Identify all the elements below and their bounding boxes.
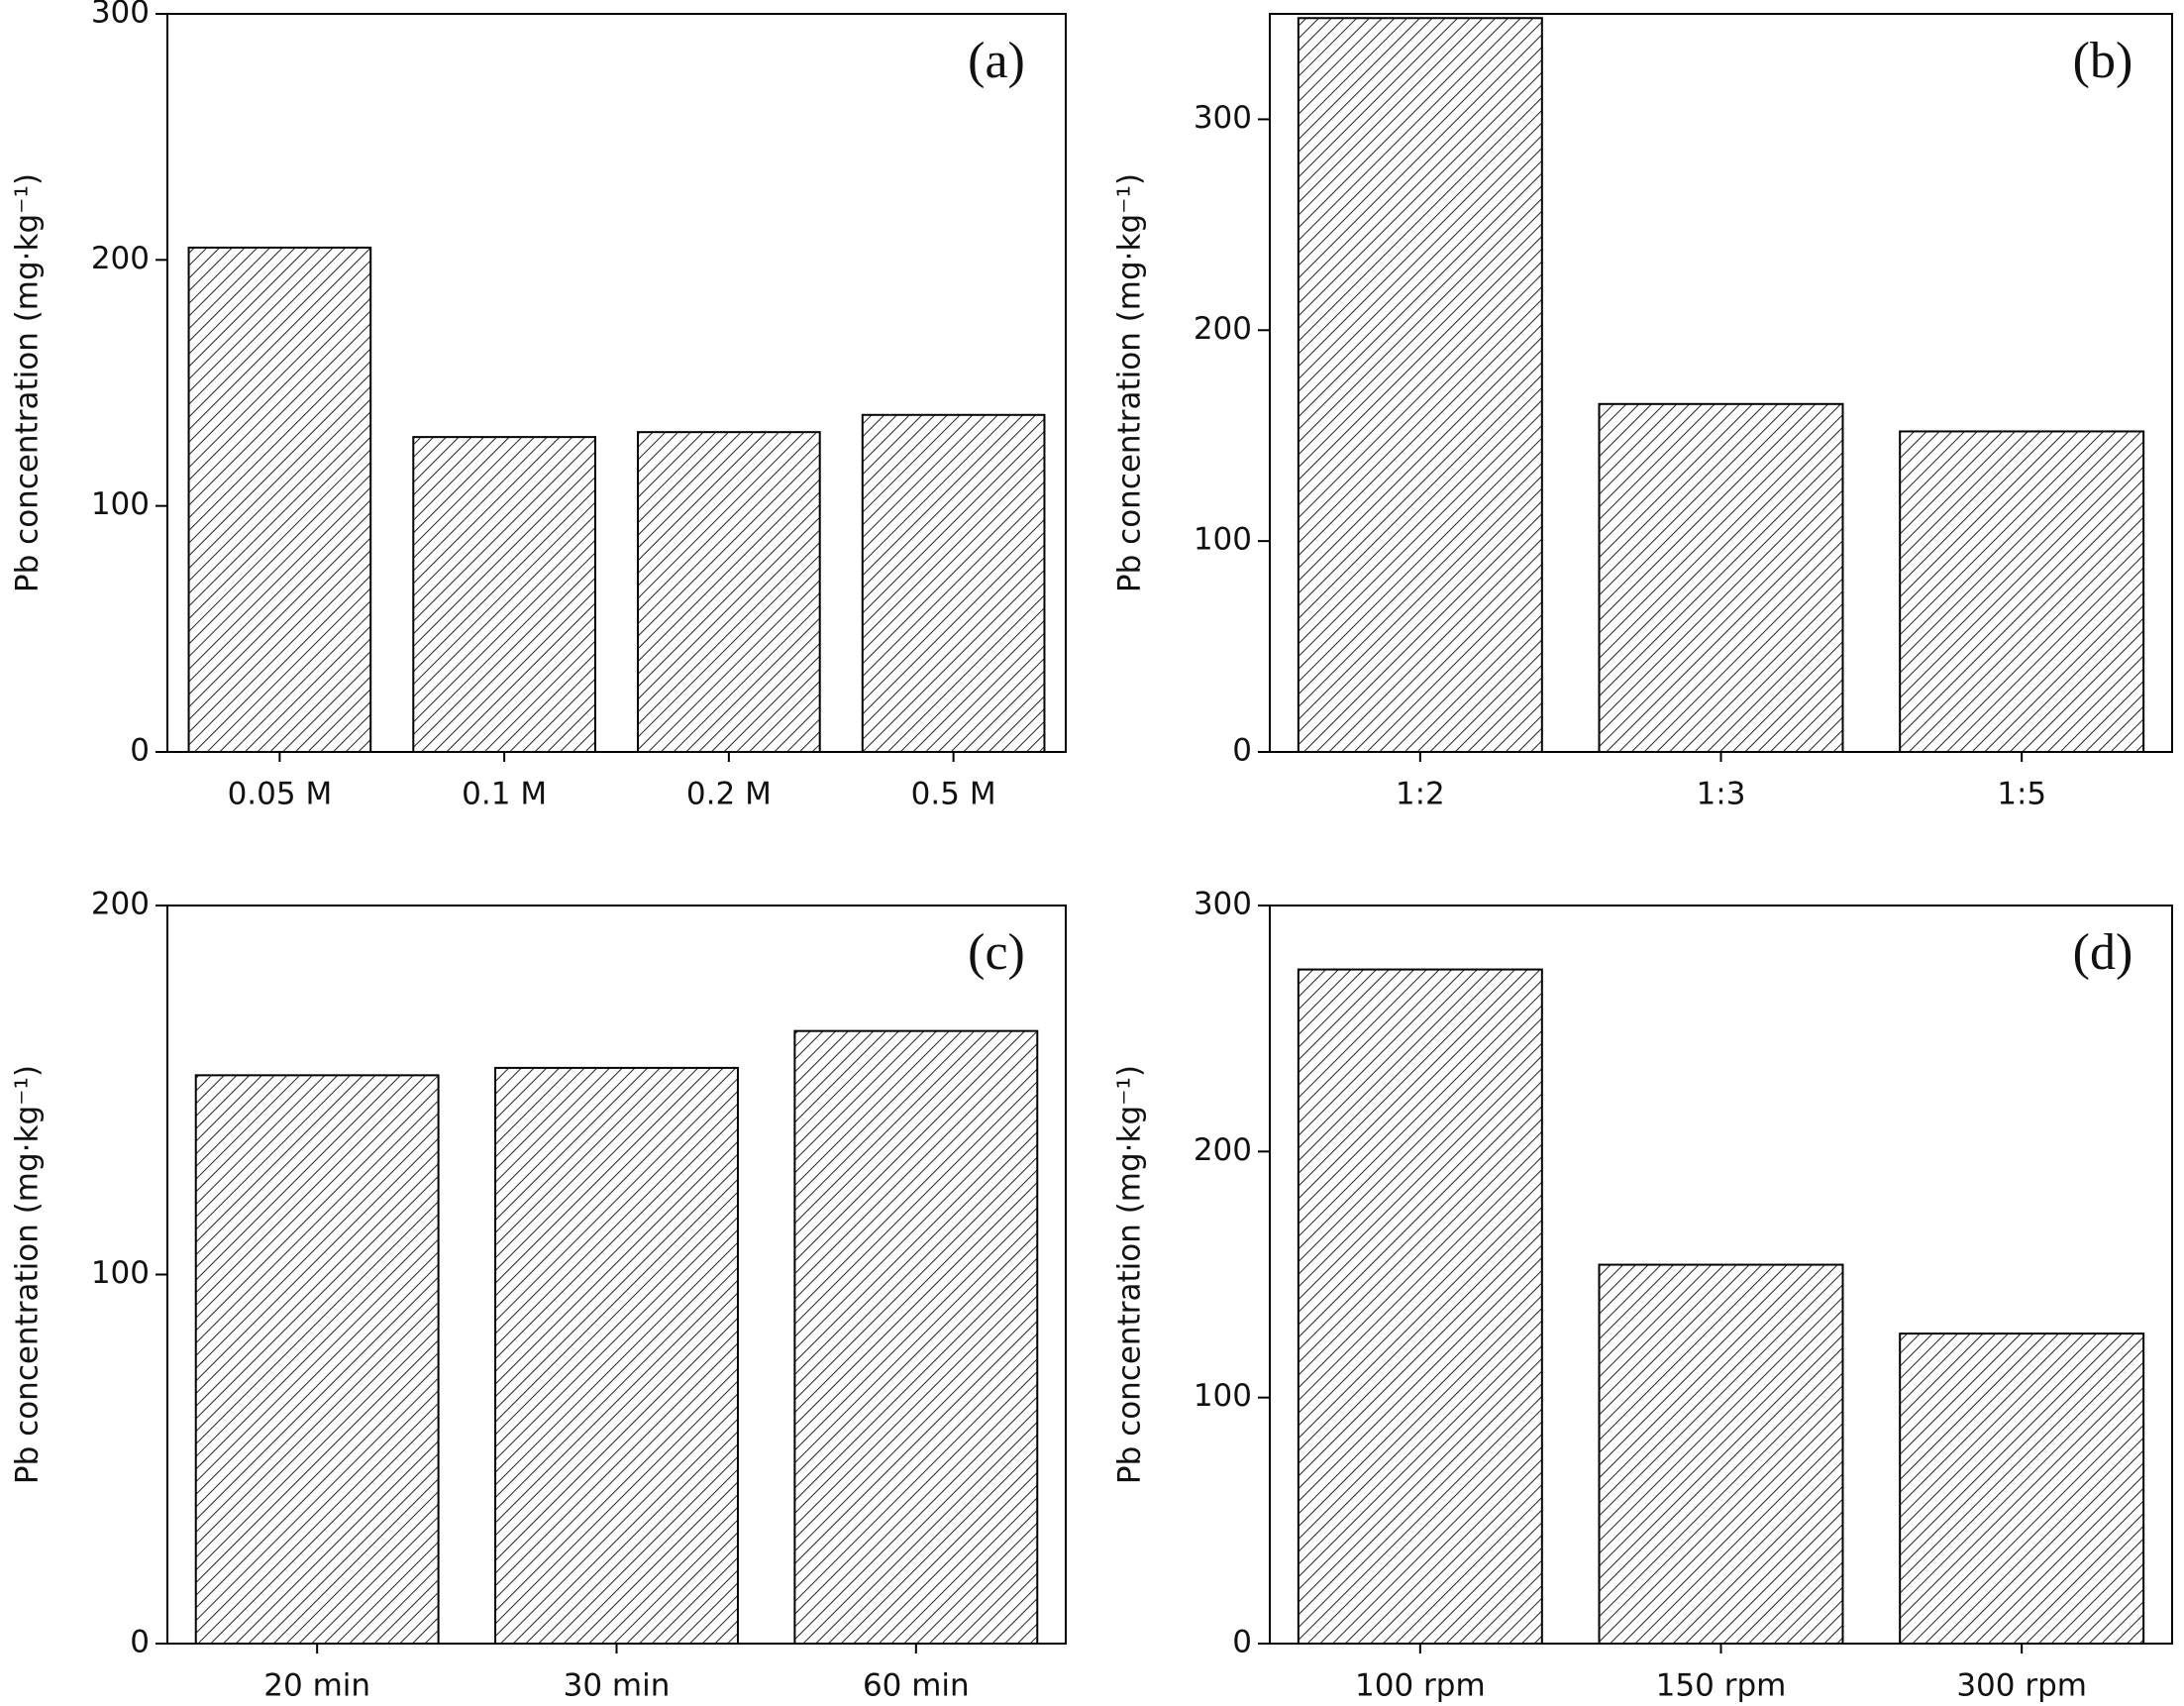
bar <box>1598 402 1844 753</box>
panel-label: (c) <box>968 924 1025 981</box>
bar <box>187 246 372 754</box>
panel-label: (d) <box>2073 924 2133 981</box>
y-tick-label: 100 <box>91 486 150 522</box>
bar <box>412 436 596 753</box>
bar <box>1297 968 1543 1645</box>
y-tick-label: 300 <box>1194 100 1252 136</box>
x-tick-label: 1:3 <box>1697 777 1746 812</box>
bar <box>1899 1333 2145 1645</box>
x-tick-label: 150 rpm <box>1656 1668 1787 1704</box>
x-tick-label: 0.05 M <box>228 777 333 812</box>
y-tick-label: 0 <box>130 1625 150 1660</box>
y-axis-label: Pb concentration (mg·kg⁻¹) <box>1112 1065 1148 1484</box>
y-tick-label: 200 <box>91 887 150 922</box>
bar <box>1598 1263 1844 1645</box>
y-tick-label: 200 <box>91 241 150 276</box>
plot-frame <box>1269 905 2173 1645</box>
x-tick-label: 0.1 M <box>462 777 547 812</box>
bar <box>1297 17 1543 754</box>
x-tick-label: 0.2 M <box>686 777 772 812</box>
y-tick-label: 100 <box>1194 522 1252 558</box>
x-tick-label: 100 rpm <box>1355 1668 1486 1704</box>
x-tick-label: 1:5 <box>1997 777 2046 812</box>
y-tick-label: 300 <box>91 0 150 31</box>
y-tick-label: 0 <box>1232 1625 1252 1660</box>
y-tick-label: 100 <box>91 1255 150 1291</box>
bar <box>494 1066 739 1645</box>
y-axis-label: Pb concentration (mg·kg⁻¹) <box>1112 173 1148 592</box>
panel-label: (b) <box>2073 33 2133 89</box>
bar <box>637 431 821 753</box>
y-tick-label: 200 <box>1194 311 1252 347</box>
panel-label: (a) <box>968 33 1025 89</box>
bar <box>194 1074 440 1645</box>
x-tick-label: 30 min <box>564 1668 671 1704</box>
x-tick-label: 60 min <box>863 1668 970 1704</box>
x-tick-label: 300 rpm <box>1956 1668 2087 1704</box>
y-tick-label: 300 <box>1194 887 1252 922</box>
y-axis-label: Pb concentration (mg·kg⁻¹) <box>10 1065 46 1484</box>
y-tick-label: 0 <box>130 733 150 769</box>
x-tick-label: 20 min <box>263 1668 370 1704</box>
y-tick-label: 0 <box>1232 733 1252 769</box>
y-axis-label: Pb concentration (mg·kg⁻¹) <box>10 173 46 592</box>
bar <box>793 1029 1039 1645</box>
x-tick-label: 1:2 <box>1396 777 1445 812</box>
y-tick-label: 100 <box>1194 1378 1252 1414</box>
plot-frame <box>166 905 1067 1645</box>
bar <box>1899 430 2145 753</box>
plot-frame <box>166 13 1067 753</box>
y-tick-label: 200 <box>1194 1132 1252 1168</box>
x-tick-label: 0.5 M <box>911 777 996 812</box>
bar <box>861 413 1046 753</box>
plot-frame <box>1269 13 2173 753</box>
